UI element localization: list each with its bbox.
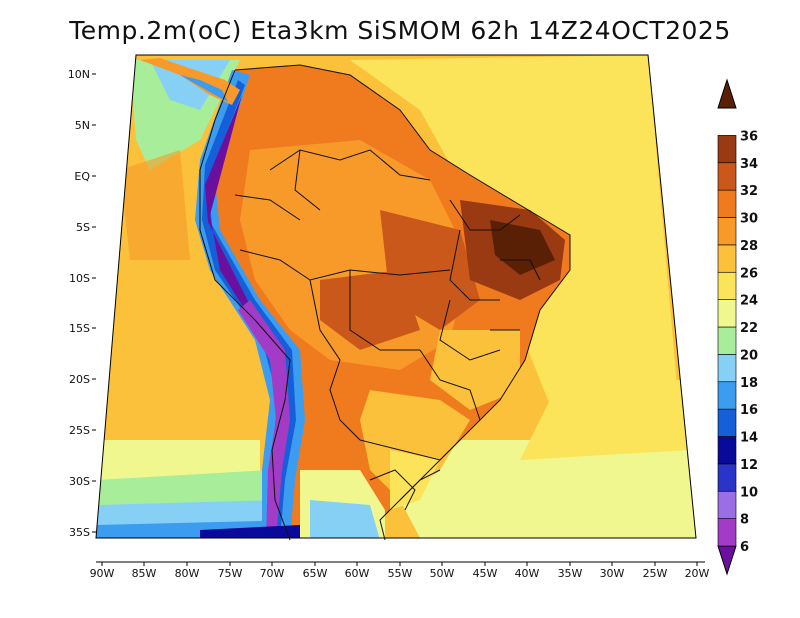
- longitude-axis: 90W 85W 80W 75W 70W 65W 60W 55W 50W 45W …: [90, 567, 710, 580]
- latitude-axis: 10N 5N EQ 5S 10S 15S 20S 25S 30S 35S: [68, 68, 91, 539]
- colorbar-label-30: 30: [740, 212, 758, 227]
- colorbar-label-36: 36: [740, 129, 758, 144]
- lat-label-5s: 5S: [76, 221, 90, 234]
- lon-label-45w: 45W: [473, 567, 498, 580]
- colorbar-label-24: 24: [740, 294, 758, 309]
- map-title: Temp.2m(oC) Eta3km SiSMOM 62h 14Z24OCT20…: [69, 16, 731, 45]
- lon-label-60w: 60W: [345, 567, 370, 580]
- colorbar-swatch-orange: [717, 217, 737, 246]
- lat-label-15s: 15S: [69, 322, 90, 335]
- lat-label-35s: 35S: [69, 526, 90, 539]
- colorbar-swatch-violet: [717, 518, 737, 547]
- lon-label-50w: 50W: [430, 567, 455, 580]
- colorbar-label-26: 26: [740, 266, 758, 281]
- temperature-field: [96, 55, 696, 538]
- colorbar: 6 8 10 12 14 16 18 20 22 24 26 28 30 32 34 36: [717, 78, 758, 576]
- colorbar-swatch-yellow: [717, 271, 737, 300]
- lat-label-5n: 5N: [75, 119, 90, 132]
- domain-outline: [95, 54, 697, 539]
- lon-label-80w: 80W: [175, 567, 200, 580]
- colorbar-label-22: 22: [740, 321, 758, 336]
- colorbar-label-20: 20: [740, 348, 758, 363]
- country-borders: [199, 64, 571, 541]
- lon-label-55w: 55W: [388, 567, 413, 580]
- colorbar-arrow-top: [717, 78, 737, 109]
- lon-label-25w: 25W: [643, 567, 668, 580]
- lat-label-10s: 10S: [69, 272, 90, 285]
- colorbar-arrow-bottom: [717, 545, 737, 576]
- lon-label-70w: 70W: [260, 567, 285, 580]
- lat-label-10n: 10N: [68, 68, 90, 81]
- colorbar-swatch-lavender: [717, 490, 737, 519]
- lat-label-30s: 30S: [69, 475, 90, 488]
- colorbar-swatch-royal-blue: [717, 463, 737, 492]
- colorbar-swatch-navy: [717, 436, 737, 465]
- colorbar-label-14: 14: [740, 431, 758, 446]
- colorbar-label-32: 32: [740, 184, 758, 199]
- lon-label-65w: 65W: [303, 567, 328, 580]
- colorbar-label-8: 8: [740, 513, 749, 528]
- lon-label-40w: 40W: [515, 567, 540, 580]
- colorbar-label-16: 16: [740, 403, 758, 418]
- colorbar-swatch-pale-yellow: [717, 299, 737, 328]
- colorbar-label-18: 18: [740, 376, 758, 391]
- lon-label-90w: 90W: [90, 567, 115, 580]
- colorbar-swatch-light-cyan: [717, 354, 737, 383]
- longitude-ticks: [101, 562, 698, 566]
- colorbar-swatch-sky-blue: [717, 381, 737, 410]
- lon-label-20w: 20W: [685, 567, 710, 580]
- lat-label-20s: 20S: [69, 373, 90, 386]
- colorbar-swatch-gold: [717, 244, 737, 273]
- lon-label-85w: 85W: [132, 567, 157, 580]
- lat-label-25s: 25S: [69, 424, 90, 437]
- lat-label-eq: EQ: [74, 170, 90, 183]
- colorbar-swatch-brown: [717, 135, 737, 164]
- lon-label-30w: 30W: [600, 567, 625, 580]
- colorbar-label-34: 34: [740, 157, 758, 172]
- colorbar-swatch-light-green: [717, 326, 737, 355]
- colorbar-label-6: 6: [740, 540, 749, 555]
- colorbar-swatch-blue: [717, 408, 737, 437]
- lon-label-75w: 75W: [218, 567, 243, 580]
- colorbar-label-12: 12: [740, 458, 758, 473]
- lon-label-35w: 35W: [558, 567, 583, 580]
- colorbar-swatch-rust: [717, 162, 737, 191]
- colorbar-swatch-dark-orange: [717, 189, 737, 218]
- colorbar-label-10: 10: [740, 485, 758, 500]
- colorbar-label-28: 28: [740, 239, 758, 254]
- latitude-ticks: [92, 73, 96, 533]
